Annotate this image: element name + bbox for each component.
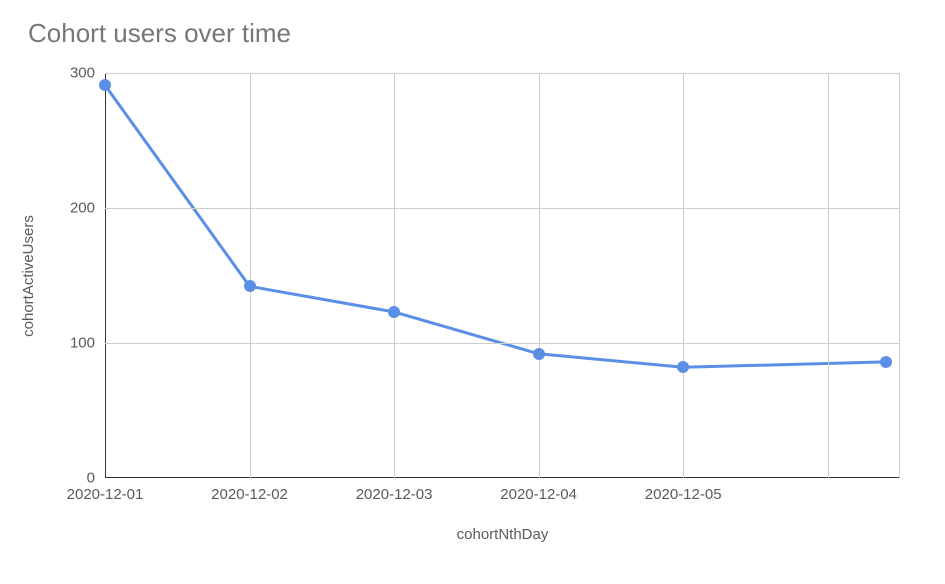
y-tick-label: 0 (87, 470, 95, 487)
x-tick-label: 2020-12-02 (211, 486, 288, 503)
data-point-marker (677, 361, 689, 373)
gridline-vertical (394, 73, 395, 478)
gridline-horizontal (105, 343, 900, 344)
chart-container: Cohort users over time 01002003002020-12… (0, 0, 945, 584)
x-axis-title: cohortNthDay (457, 526, 549, 543)
y-axis-title: cohortActiveUsers (20, 215, 37, 337)
data-point-marker (99, 79, 111, 91)
gridline-horizontal (105, 73, 900, 74)
y-tick-label: 200 (70, 200, 95, 217)
data-point-marker (533, 348, 545, 360)
gridline-horizontal (105, 208, 900, 209)
x-tick-label: 2020-12-01 (67, 486, 144, 503)
chart-title: Cohort users over time (28, 18, 291, 49)
y-tick-label: 100 (70, 335, 95, 352)
gridline-vertical (899, 73, 900, 478)
x-tick-label: 2020-12-04 (500, 486, 577, 503)
gridline-vertical (683, 73, 684, 478)
data-point-marker (880, 356, 892, 368)
series-line (105, 85, 886, 367)
data-point-marker (244, 280, 256, 292)
line-series-layer (105, 73, 900, 478)
plot-area: 01002003002020-12-012020-12-022020-12-03… (105, 73, 900, 478)
gridline-vertical (828, 73, 829, 478)
data-point-marker (388, 306, 400, 318)
gridline-vertical (250, 73, 251, 478)
x-tick-label: 2020-12-03 (356, 486, 433, 503)
gridline-vertical (539, 73, 540, 478)
y-tick-label: 300 (70, 65, 95, 82)
x-tick-label: 2020-12-05 (645, 486, 722, 503)
